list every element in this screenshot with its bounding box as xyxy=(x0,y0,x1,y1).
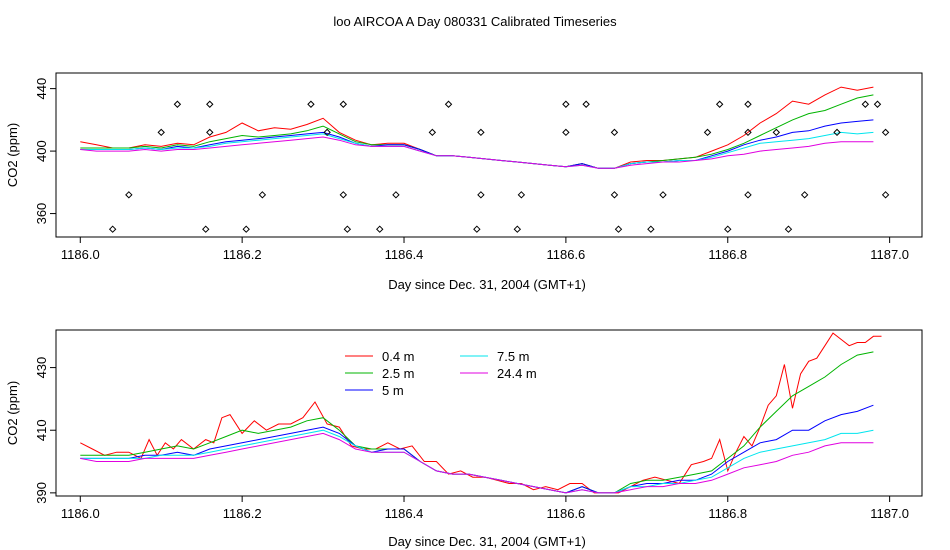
x-tick-label: 1186.8 xyxy=(708,247,747,262)
series-line-24-4-m xyxy=(80,432,874,494)
top-x-axis-label: Day since Dec. 31, 2004 (GMT+1) xyxy=(388,277,586,292)
scatter-point xyxy=(744,100,752,108)
legend-label: 7.5 m xyxy=(497,349,530,364)
series-line-4 xyxy=(80,136,874,169)
x-tick-label: 1186.4 xyxy=(385,506,424,521)
scatter-point xyxy=(659,191,667,199)
scatter-point xyxy=(206,128,214,137)
y-tick-label: 410 xyxy=(34,419,49,441)
scatter-point xyxy=(242,225,250,233)
scatter-point xyxy=(610,191,619,199)
y-tick-label: 400 xyxy=(34,140,49,162)
scatter-point xyxy=(206,100,214,108)
legend: 0.4 m 2.5 m 5 m 7.5 m 24.4 m xyxy=(345,349,537,398)
bottom-x-axis: 1186.0 1186.2 1186.4 1186.6 1186.8 1187.0 xyxy=(61,496,909,521)
y-tick-label: 390 xyxy=(34,482,49,504)
scatter-point xyxy=(307,100,315,108)
series-line-5-m xyxy=(80,404,874,494)
scatter-point xyxy=(517,191,526,199)
scatter-point xyxy=(444,100,453,108)
top-panel: 1186.0 1186.2 1186.4 1186.6 1186.8 1187.0 360… xyxy=(5,72,923,292)
scatter-point xyxy=(582,100,590,108)
top-y-axis-label: CO2 (ppm) xyxy=(5,123,20,187)
scatter-point xyxy=(258,191,267,199)
figure-title: loo AIRCOA A Day 080331 Calibrated Times… xyxy=(333,14,617,29)
scatter-point xyxy=(881,191,890,199)
x-tick-label: 1187.0 xyxy=(870,506,909,521)
x-tick-label: 1186.6 xyxy=(546,247,585,262)
scatter-point xyxy=(562,100,570,108)
scatter-point xyxy=(562,128,570,137)
scatter-point xyxy=(108,225,117,233)
scatter-point xyxy=(647,225,655,233)
legend-label: 24.4 m xyxy=(497,366,537,381)
scatter-point xyxy=(513,225,522,233)
scatter-point xyxy=(744,128,752,137)
scatter-point xyxy=(428,128,437,137)
scatter-point xyxy=(173,100,182,108)
scatter-point xyxy=(376,225,384,233)
x-tick-label: 1186.2 xyxy=(223,506,262,521)
scatter-point xyxy=(772,128,781,137)
scatter-point xyxy=(202,225,210,233)
bottom-y-axis-label: CO2 (ppm) xyxy=(5,381,20,445)
bottom-x-axis-label: Day since Dec. 31, 2004 (GMT+1) xyxy=(388,534,586,549)
scatter-point xyxy=(784,225,793,233)
x-tick-label: 1186.6 xyxy=(546,506,585,521)
x-tick-label: 1186.0 xyxy=(61,247,100,262)
scatter-point xyxy=(339,100,348,108)
top-series-group xyxy=(80,86,890,233)
scatter-point xyxy=(477,191,485,199)
scatter-point xyxy=(861,100,870,108)
scatter-point xyxy=(477,128,485,137)
series-line-0-4-m xyxy=(80,332,882,494)
scatter-point xyxy=(473,225,481,233)
series-line-1 xyxy=(80,94,874,169)
scatter-point xyxy=(392,191,400,199)
y-tick-label: 440 xyxy=(34,78,49,100)
legend-label: 2.5 m xyxy=(382,366,415,381)
bottom-plot-frame xyxy=(55,329,923,497)
bottom-series-group xyxy=(80,332,882,494)
scatter-point xyxy=(610,128,619,137)
top-plot-frame xyxy=(55,72,923,238)
scatter-point xyxy=(881,128,890,137)
y-tick-label: 360 xyxy=(34,203,49,225)
scatter-point xyxy=(800,191,809,199)
legend-label: 5 m xyxy=(382,383,404,398)
scatter-point xyxy=(703,128,712,137)
top-x-axis: 1186.0 1186.2 1186.4 1186.6 1186.8 1187.0 xyxy=(61,237,909,262)
bottom-y-axis: 390 410 430 xyxy=(34,357,56,504)
scatter-point xyxy=(833,128,841,137)
bottom-panel: 1186.0 1186.2 1186.4 1186.6 1186.8 1187.0 390… xyxy=(5,329,923,549)
scatter-point xyxy=(343,225,352,233)
scatter-point xyxy=(125,191,133,199)
x-tick-label: 1186.8 xyxy=(708,506,747,521)
x-tick-label: 1187.0 xyxy=(870,247,909,262)
top-y-axis: 360 400 440 xyxy=(34,78,56,225)
scatter-point xyxy=(157,128,165,137)
x-tick-label: 1186.2 xyxy=(223,247,262,262)
legend-label: 0.4 m xyxy=(382,349,415,364)
scatter-point xyxy=(614,225,623,233)
scatter-point xyxy=(339,191,348,199)
scatter-point xyxy=(323,128,331,137)
y-tick-label: 430 xyxy=(34,357,49,379)
scatter-point xyxy=(873,100,882,108)
x-tick-label: 1186.4 xyxy=(385,247,424,262)
x-tick-label: 1186.0 xyxy=(61,506,100,521)
scatter-point xyxy=(724,225,732,233)
scatter-point xyxy=(744,191,752,199)
series-line-0 xyxy=(80,86,874,169)
scatter-point xyxy=(715,100,724,108)
